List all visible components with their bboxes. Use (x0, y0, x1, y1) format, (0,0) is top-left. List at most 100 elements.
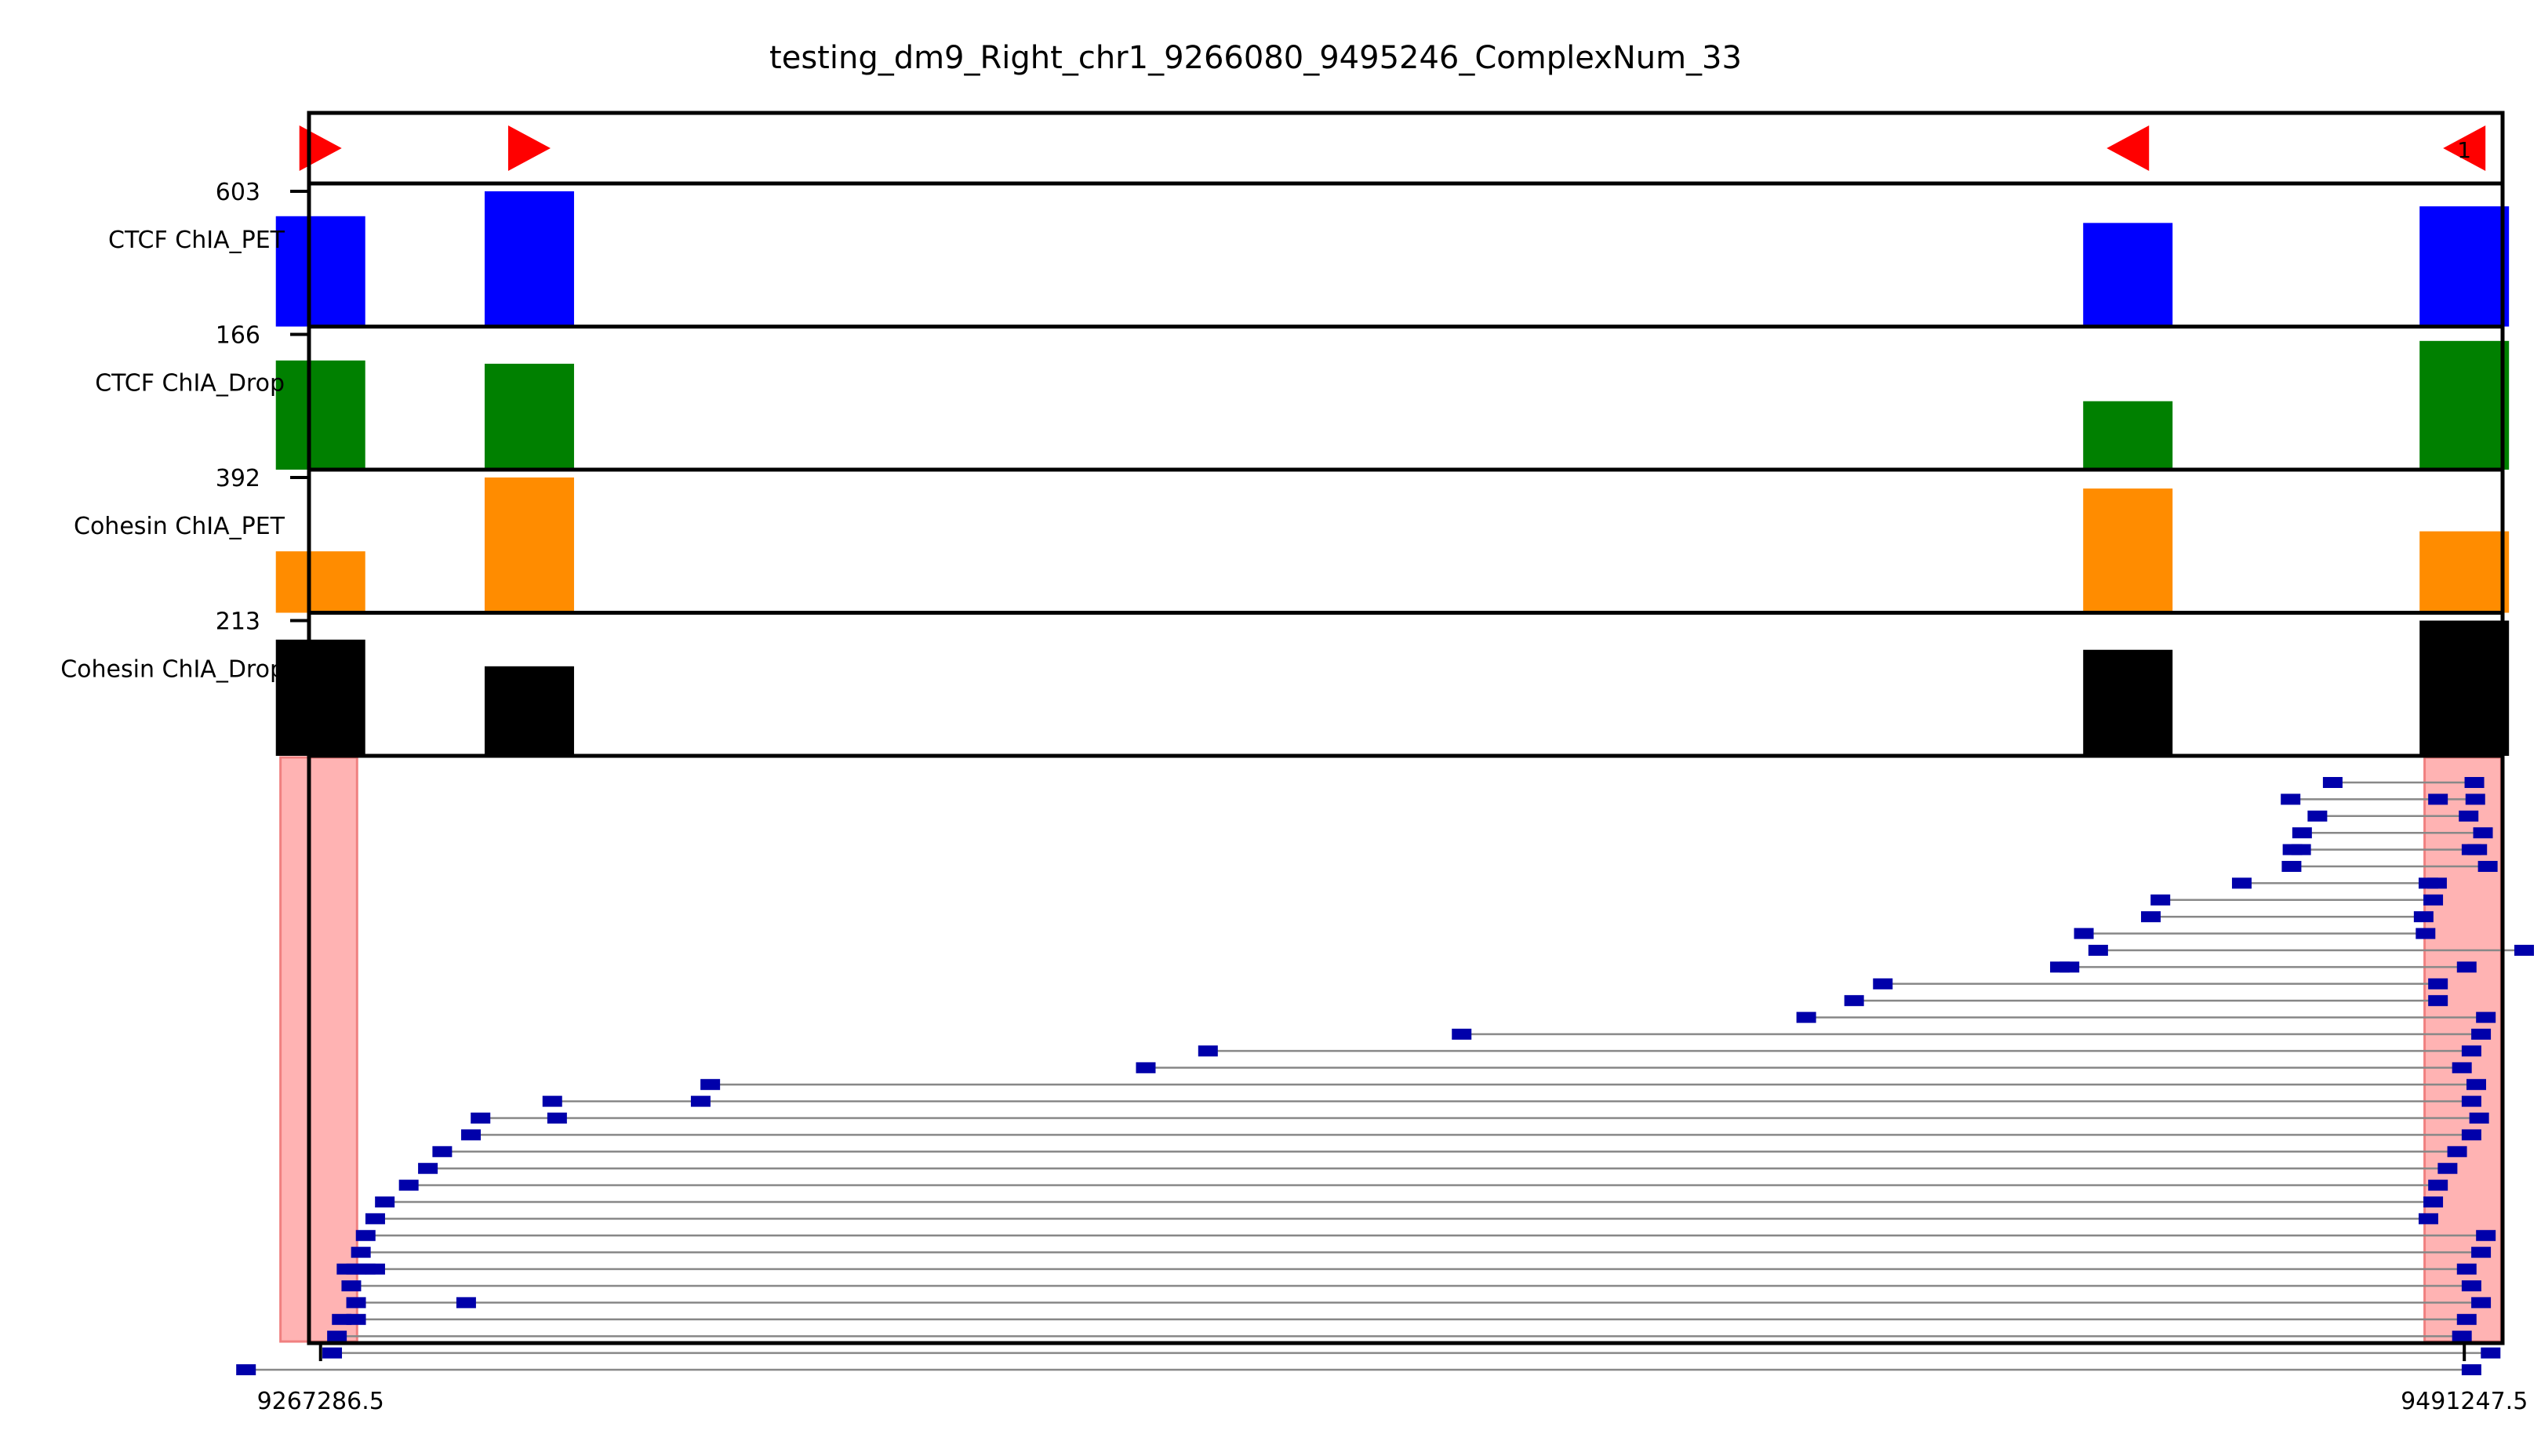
fragment-16-0 (1198, 1045, 1218, 1057)
fragment-7-1 (2423, 894, 2444, 906)
track-max-label-2: 392 (216, 465, 260, 492)
motif-label-3: 1 (2457, 137, 2471, 163)
fragment-30-1 (2461, 1280, 2481, 1291)
fragment-2-1 (2459, 810, 2479, 822)
fragment-9-1 (2416, 928, 2436, 939)
fragment-5-1 (2477, 861, 2498, 872)
fragment-18-1 (2466, 1079, 2486, 1091)
fragment-19-0 (542, 1095, 562, 1107)
bar-track0-0 (275, 216, 365, 327)
motif-right-0 (299, 125, 342, 171)
bar-track0-2 (2083, 223, 2173, 327)
fragment-7-0 (2150, 894, 2171, 906)
fragment-19-1 (690, 1095, 711, 1107)
fragment-21-0 (461, 1129, 482, 1141)
motif-left-2 (2107, 125, 2150, 171)
fragment-29-3 (365, 1263, 385, 1275)
fragment-6-0 (2231, 877, 2252, 889)
fragment-6-2 (2426, 877, 2447, 889)
fragment-17-1 (2452, 1062, 2472, 1073)
fragment-24-1 (2428, 1179, 2448, 1191)
fragment-1-2 (2465, 793, 2485, 805)
fragment-34-1 (2481, 1347, 2501, 1359)
fragment-26-0 (365, 1213, 385, 1225)
bar-track2-0 (275, 551, 365, 613)
fragment-16-1 (2461, 1045, 2481, 1057)
fragment-12-0 (1873, 978, 1893, 989)
fragment-23-1 (2437, 1163, 2458, 1175)
track-frame-0 (307, 181, 2505, 329)
bar-track3-0 (275, 639, 365, 756)
bar-track3-3 (2419, 620, 2510, 756)
fragment-19-2 (2461, 1095, 2481, 1107)
x-tick-label-1: 9491247.5 (2401, 1388, 2528, 1415)
track-max-label-1: 166 (216, 322, 260, 350)
fragment-20-0 (471, 1113, 491, 1124)
anchor-regions (279, 756, 2503, 1343)
fragment-4-3 (2467, 844, 2488, 855)
fragment-3-0 (2292, 827, 2312, 839)
fragment-20-1 (547, 1113, 567, 1124)
complex-panel-frame (307, 753, 2505, 1345)
fragment-4-1 (2291, 844, 2311, 855)
anchor-region-0 (279, 756, 358, 1343)
motif-track-frame (307, 111, 2505, 186)
fragment-0-1 (2464, 777, 2485, 788)
bar-track2-3 (2419, 531, 2510, 613)
fragment-10-0 (2088, 945, 2108, 956)
fragment-0-0 (2322, 777, 2343, 788)
fragment-22-0 (432, 1146, 453, 1157)
motif-track: 1 (299, 125, 2486, 171)
bar-track1-1 (484, 363, 574, 470)
fragment-18-0 (700, 1079, 721, 1091)
fragment-31-1 (456, 1297, 476, 1309)
signal-tracks: 603 CTCF ChIA_PET 166 CTCF ChIA_Drop 392 Cohe… (60, 179, 2510, 758)
fragment-28-1 (2471, 1247, 2492, 1258)
motif-right-1 (507, 125, 551, 171)
fragment-33-1 (2452, 1331, 2472, 1342)
fragment-14-1 (2476, 1011, 2496, 1023)
chart-title: testing_dm9_Right_chr1_9266080_9495246_C… (769, 40, 1742, 76)
fragment-3-1 (2473, 827, 2493, 839)
fragment-9-0 (2074, 928, 2094, 939)
fragment-33-0 (327, 1331, 347, 1342)
fragment-13-1 (2428, 995, 2448, 1007)
fragment-32-1 (346, 1313, 366, 1325)
fragment-25-0 (375, 1196, 395, 1207)
fragment-8-1 (2413, 911, 2434, 923)
track-frame-2 (307, 467, 2505, 615)
x-tick-label-0: 9267286.5 (257, 1388, 384, 1415)
track-name-3: Cohesin ChIA_Drop (60, 656, 285, 684)
fragment-21-1 (2461, 1129, 2481, 1141)
fragment-32-2 (2456, 1313, 2477, 1325)
track-name-2: Cohesin ChIA_PET (74, 513, 285, 540)
track-max-label-0: 603 (216, 179, 260, 206)
fragment-35-0 (236, 1364, 256, 1375)
fragment-1-0 (2281, 793, 2301, 805)
fragment-24-0 (398, 1179, 419, 1191)
fragment-28-0 (351, 1247, 371, 1258)
fragment-17-0 (1136, 1062, 1156, 1073)
fragment-23-0 (418, 1163, 438, 1175)
fragment-27-0 (355, 1229, 376, 1241)
bar-track2-2 (2083, 488, 2173, 613)
fragment-8-0 (2141, 911, 2161, 923)
fragment-25-1 (2423, 1196, 2444, 1207)
bar-track3-2 (2083, 649, 2173, 756)
bar-track1-3 (2419, 340, 2510, 470)
bar-track1-2 (2083, 401, 2173, 470)
fragment-12-1 (2428, 978, 2448, 989)
fragment-5-0 (2281, 861, 2302, 872)
fragment-11-2 (2456, 961, 2477, 973)
fragment-31-2 (2471, 1297, 2492, 1309)
fragment-11-1 (2059, 961, 2080, 973)
track-frame-3 (307, 611, 2505, 758)
x-axis: 9267286.5 9491247.5 (257, 1343, 2528, 1415)
track-name-1: CTCF ChIA_Drop (95, 370, 285, 398)
fragment-35-1 (2461, 1364, 2481, 1375)
fragment-10-1 (2514, 945, 2535, 956)
bar-track2-1 (484, 477, 574, 613)
bar-track3-1 (484, 666, 574, 756)
fragment-1-1 (2428, 793, 2448, 805)
